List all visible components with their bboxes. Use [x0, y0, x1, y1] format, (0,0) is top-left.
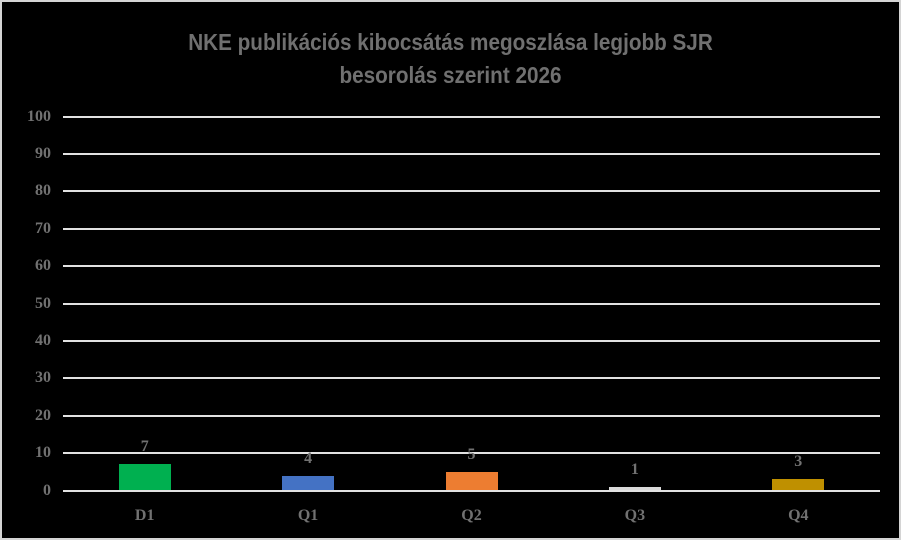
- y-axis-tick-label: 100: [27, 107, 51, 125]
- x-axis-category-label: D1: [134, 507, 155, 524]
- gridline: [63, 302, 880, 305]
- chart-title-line-2: besorolás szerint 2026: [339, 62, 562, 88]
- bar-value-label: 5: [467, 445, 476, 463]
- gridline: [63, 452, 880, 455]
- x-axis-line: [63, 489, 880, 492]
- y-axis-tick-label: 30: [35, 369, 51, 387]
- y-axis-tick-label: 50: [35, 294, 51, 312]
- bar-value-label: 7: [140, 438, 149, 456]
- gridline: [63, 152, 880, 155]
- y-axis-tick-label: 20: [35, 406, 51, 424]
- y-axis-tick-label: 80: [35, 182, 51, 200]
- bar-q2: [445, 471, 498, 491]
- x-axis-category-label: Q2: [461, 507, 482, 524]
- chart-title: NKE publikációs kibocsátás megoszlása le…: [2, 26, 899, 92]
- bar-q1: [282, 475, 335, 491]
- gridline: [63, 377, 880, 380]
- bar-value-label: 4: [304, 449, 313, 467]
- y-axis-tick-label: 10: [35, 444, 51, 462]
- y-axis-tick-label: 90: [35, 144, 51, 162]
- x-axis-category-label: Q4: [788, 507, 809, 524]
- gridline: [63, 190, 880, 193]
- gridline: [63, 115, 880, 118]
- gridline: [63, 414, 880, 417]
- gridline: [63, 227, 880, 230]
- y-axis-tick-label: 0: [43, 481, 51, 499]
- y-axis-tick-label: 40: [35, 331, 51, 349]
- y-axis-tick-label: 60: [35, 257, 51, 275]
- y-axis-tick-label: 70: [35, 219, 51, 237]
- bar-q4: [772, 479, 825, 491]
- bar-value-label: 3: [794, 453, 803, 471]
- x-axis-category-label: Q3: [624, 507, 646, 524]
- bar-value-label: 1: [630, 460, 639, 478]
- chart-title-line-1: NKE publikációs kibocsátás megoszlása le…: [188, 29, 713, 55]
- x-axis-category-label: Q1: [297, 507, 319, 524]
- bar-q3: [608, 486, 661, 491]
- gridline: [63, 339, 880, 342]
- bar-d1: [118, 464, 171, 491]
- gridline: [63, 265, 880, 268]
